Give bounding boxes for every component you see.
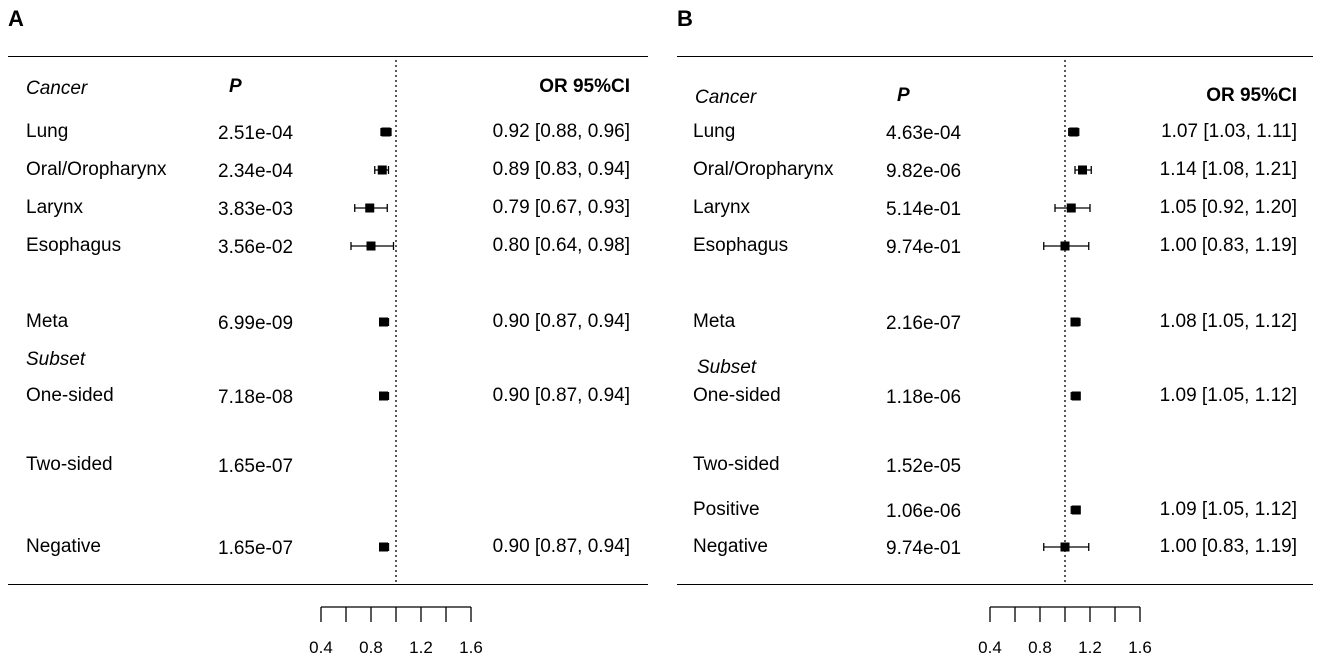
row-p-value: 1.65e-07	[218, 538, 294, 559]
row-or-ci: 0.80 [0.64, 0.98]	[492, 235, 630, 256]
row-p-value: 2.51e-04	[218, 123, 294, 144]
subset-label: Subset	[697, 357, 757, 378]
or-point	[1071, 505, 1081, 515]
row-or-ci: 0.92 [0.88, 0.96]	[492, 121, 630, 142]
bottom-rule	[8, 584, 648, 585]
row-label: Oral/Oropharynx	[26, 159, 167, 180]
row-or-ci: 0.79 [0.67, 0.93]	[492, 197, 630, 218]
x-tick-label: 0.8	[359, 638, 383, 657]
x-tick-label: 1.6	[1128, 638, 1152, 657]
or-point	[365, 203, 375, 213]
row-label: Larynx	[693, 197, 751, 218]
or-point	[381, 127, 391, 137]
row-label: Oral/Oropharynx	[693, 159, 834, 180]
row-or-ci: 1.14 [1.08, 1.21]	[1159, 159, 1297, 180]
row-p-value: 9.74e-01	[886, 538, 962, 559]
header-p: P	[897, 85, 910, 106]
header-or-ci: OR 95%CI	[1206, 85, 1297, 106]
row-label: Lung	[693, 121, 736, 142]
x-tick-label: 1.6	[459, 638, 483, 657]
or-point	[379, 391, 388, 401]
x-tick-label: 0.4	[978, 638, 1002, 657]
subset-label: Subset	[26, 349, 86, 370]
row-or-ci: 1.07 [1.03, 1.11]	[1161, 121, 1297, 142]
row-or-ci: 0.90 [0.87, 0.94]	[492, 536, 630, 557]
row-p-value: 1.06e-06	[886, 501, 962, 522]
row-label: Larynx	[26, 197, 84, 218]
x-tick-label: 1.2	[1078, 638, 1102, 657]
or-point	[379, 542, 388, 552]
top-rule	[677, 56, 1313, 57]
panel-label: B	[677, 6, 693, 31]
row-p-value: 3.56e-02	[218, 237, 294, 258]
or-point	[1060, 542, 1070, 552]
row-p-value: 7.18e-08	[218, 387, 294, 408]
x-tick-label: 1.2	[409, 638, 433, 657]
row-p-value: 5.14e-01	[886, 199, 962, 220]
row-p-value: 1.65e-07	[218, 456, 294, 477]
or-point	[1078, 165, 1087, 175]
top-rule	[8, 56, 648, 57]
row-p-value: 1.18e-06	[886, 387, 962, 408]
or-point	[1071, 391, 1081, 401]
row-p-value: 2.34e-04	[218, 161, 294, 182]
or-point	[1070, 317, 1080, 327]
row-or-ci: 0.89 [0.83, 0.94]	[492, 159, 630, 180]
row-p-value: 3.83e-03	[218, 199, 294, 220]
row-label: Meta	[693, 311, 736, 332]
row-label: One-sided	[26, 385, 114, 406]
or-point	[379, 317, 388, 327]
row-or-ci: 1.00 [0.83, 1.19]	[1159, 536, 1297, 557]
header-or-ci: OR 95%CI	[539, 76, 630, 97]
row-label: One-sided	[693, 385, 781, 406]
row-label: Meta	[26, 311, 69, 332]
row-p-value: 1.52e-05	[886, 456, 962, 477]
forest-plot-area: 0.4 0.8 1.2 1.6	[978, 60, 1152, 657]
panel-label: A	[8, 6, 24, 31]
row-or-ci: 1.09 [1.05, 1.12]	[1159, 385, 1297, 406]
x-tick-label: 0.8	[1028, 638, 1052, 657]
header-p: P	[229, 76, 242, 97]
or-point	[377, 165, 387, 175]
row-or-ci: 0.90 [0.87, 0.94]	[492, 311, 630, 332]
row-label: Two-sided	[26, 454, 113, 475]
row-or-ci: 1.00 [0.83, 1.19]	[1159, 235, 1297, 256]
row-label: Two-sided	[693, 454, 780, 475]
row-or-ci: 1.09 [1.05, 1.12]	[1159, 499, 1297, 520]
header-cancer: Cancer	[26, 78, 88, 99]
row-or-ci: 1.08 [1.05, 1.12]	[1159, 311, 1297, 332]
row-label: Negative	[26, 536, 101, 557]
row-label: Esophagus	[26, 235, 122, 256]
row-p-value: 4.63e-04	[886, 123, 962, 144]
row-label: Positive	[693, 499, 760, 520]
forest-panel-a: A Cancer P OR 95%CI Subset 0.4 0.8 1.2 1.6 …	[8, 0, 648, 668]
row-p-value: 2.16e-07	[886, 313, 962, 334]
row-p-value: 6.99e-09	[218, 313, 294, 334]
bottom-rule	[677, 584, 1313, 585]
row-label: Esophagus	[693, 235, 789, 256]
forest-panel-b: B Cancer P OR 95%CI Subset 0.4 0.8 1.2 1.6 …	[677, 0, 1313, 668]
x-tick-label: 0.4	[309, 638, 333, 657]
or-point	[1060, 241, 1070, 251]
or-point	[366, 241, 376, 251]
or-point	[1069, 127, 1079, 137]
or-point	[1066, 203, 1076, 213]
row-label: Lung	[26, 121, 69, 142]
row-p-value: 9.82e-06	[886, 161, 962, 182]
header-cancer: Cancer	[695, 87, 757, 108]
row-or-ci: 1.05 [0.92, 1.20]	[1159, 197, 1297, 218]
forest-plot-area: 0.4 0.8 1.2 1.6	[309, 60, 483, 657]
row-label: Negative	[693, 536, 768, 557]
row-or-ci: 0.90 [0.87, 0.94]	[492, 385, 630, 406]
row-p-value: 9.74e-01	[886, 237, 962, 258]
